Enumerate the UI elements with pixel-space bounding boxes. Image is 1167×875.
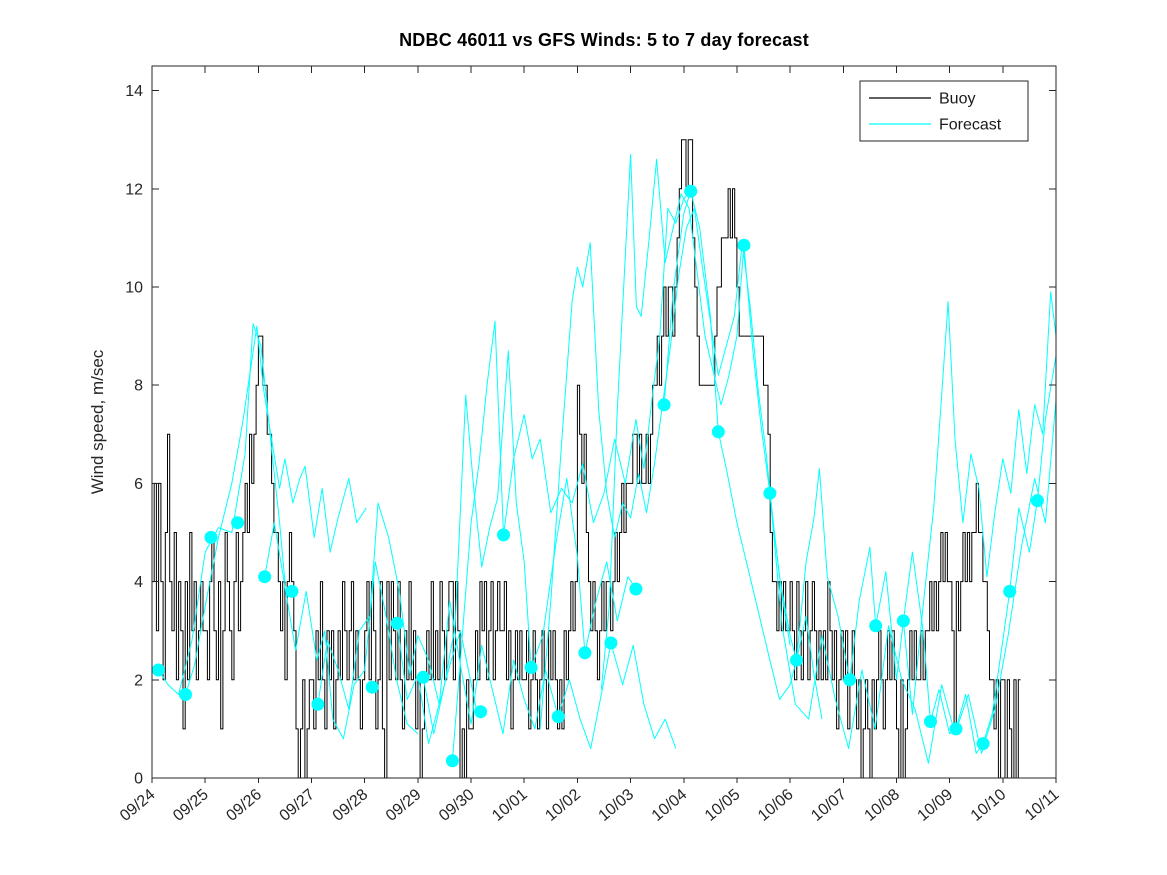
forecast-segment-line <box>600 153 823 720</box>
forecast-marker-dot <box>231 516 245 530</box>
y-axis-title: Wind speed, m/sec <box>88 349 107 494</box>
y-tick-label: 4 <box>134 574 143 591</box>
y-tick-label: 8 <box>134 378 143 395</box>
forecast-marker-dot <box>711 425 725 439</box>
forecast-markers <box>151 184 1044 768</box>
forecast-segment-line <box>264 522 419 740</box>
forecast-marker-dot <box>949 722 963 736</box>
forecast-segment-line <box>185 325 367 695</box>
x-tick-label: 09/26 <box>223 786 265 825</box>
y-tick-label: 2 <box>134 672 143 689</box>
forecast-series <box>157 153 1057 764</box>
y-tick-label: 10 <box>125 280 143 297</box>
forecast-segment-line <box>663 190 1057 754</box>
x-tick-label: 10/05 <box>702 786 744 825</box>
forecast-marker-dot <box>924 715 937 728</box>
plot-border <box>151 65 1057 779</box>
forecast-marker-dot <box>311 697 325 711</box>
chart-render-root: 09/24 09/25 09/26 09/27 09/28 09/29 09/30 10/01… <box>117 65 1063 825</box>
x-tick-label: 09/27 <box>276 786 318 825</box>
x-tick-label: 10/02 <box>542 786 584 825</box>
forecast-marker-dot <box>657 398 671 412</box>
forecast-segment-line <box>157 323 286 695</box>
forecast-segment-line <box>317 502 477 710</box>
forecast-marker-dot <box>416 670 430 684</box>
x-tick-label: 10/08 <box>861 786 903 825</box>
x-tick-label: 10/03 <box>596 786 638 825</box>
forecast-marker-dot <box>445 754 459 768</box>
forecast-marker-dot <box>604 636 618 650</box>
x-tick-label: 10/09 <box>915 786 957 825</box>
forecast-marker-dot <box>629 582 643 596</box>
buoy-series <box>152 139 1021 779</box>
forecast-marker-dot <box>258 570 272 584</box>
y-tick-label: 6 <box>134 476 143 493</box>
x-tick-label: 10/07 <box>808 786 850 825</box>
forecast-marker-dot <box>497 528 510 542</box>
x-tick-label: 09/25 <box>170 786 212 825</box>
forecast-marker-dot <box>179 688 192 701</box>
forecast-marker-dot <box>151 663 165 677</box>
forecast-marker-dot <box>684 184 698 198</box>
forecast-marker-dot <box>790 653 803 667</box>
legend-box <box>859 80 1029 142</box>
legend: Buoy Forecast <box>859 80 1029 142</box>
forecast-marker-dot <box>390 616 404 630</box>
x-axis: 09/24 09/25 09/26 09/27 09/28 09/29 09/30 10/01… <box>117 66 1063 825</box>
forecast-marker-dot <box>737 238 751 252</box>
forecast-segment-line <box>769 399 1057 764</box>
forecast-marker-dot <box>1030 494 1044 508</box>
legend-entry-label: Forecast <box>939 117 1002 134</box>
forecast-marker-dot <box>285 584 299 598</box>
x-tick-label: 10/06 <box>755 786 797 825</box>
x-tick-label: 09/30 <box>436 786 478 825</box>
x-tick-label: 09/28 <box>330 786 372 825</box>
forecast-segment-line <box>396 600 677 749</box>
x-tick-label: 09/24 <box>117 786 159 825</box>
y-tick-label: 14 <box>125 83 143 100</box>
forecast-marker-dot <box>524 661 538 674</box>
forecast-marker-dot <box>896 614 910 628</box>
forecast-marker-dot <box>474 705 488 719</box>
y-tick-label: 12 <box>125 181 143 198</box>
forecast-marker-dot <box>763 486 777 500</box>
chart-title: NDBC 46011 vs GFS Winds: 5 to 7 day fore… <box>399 30 809 50</box>
forecast-marker-dot <box>365 680 379 694</box>
forecast-marker-dot <box>1003 584 1017 598</box>
forecast-marker-dot <box>551 710 565 724</box>
y-tick-label: 0 <box>134 771 143 788</box>
buoy-series-line <box>152 139 1021 779</box>
legend-entry-label: Buoy <box>939 91 975 108</box>
forecast-marker-dot <box>204 530 218 544</box>
forecast-marker-dot <box>578 646 592 660</box>
axes-box <box>151 65 1057 779</box>
x-tick-label: 09/29 <box>383 786 425 825</box>
x-tick-label: 10/04 <box>649 786 691 825</box>
forecast-marker-dot <box>869 619 883 633</box>
forecast-segment-line <box>451 190 692 761</box>
x-tick-label: 10/01 <box>489 786 531 825</box>
forecast-marker-dot <box>843 673 857 687</box>
forecast-segment-line <box>422 350 637 735</box>
forecast-segment-line <box>902 291 1057 715</box>
forecast-marker-dot <box>976 737 990 751</box>
x-tick-label: 10/10 <box>968 786 1010 825</box>
y-axis: 0 2 4 6 8 10 12 14 <box>125 83 1056 788</box>
x-tick-label: 10/11 <box>1022 786 1063 824</box>
